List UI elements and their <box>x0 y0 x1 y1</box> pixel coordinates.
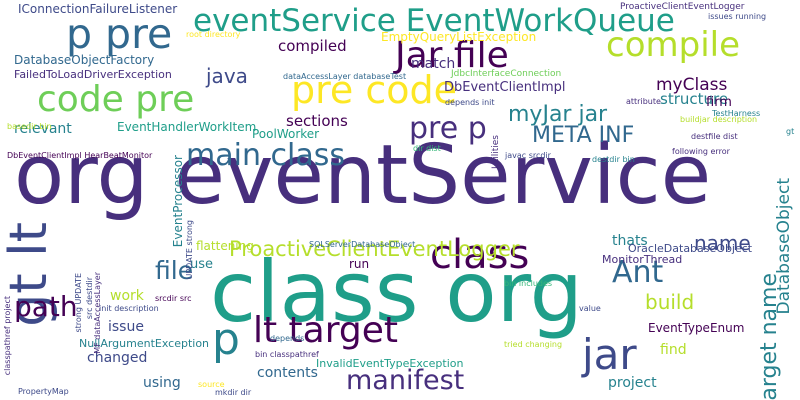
word: following error <box>672 147 730 156</box>
word: source <box>198 380 225 389</box>
word: use <box>190 257 214 272</box>
word: jar <box>582 330 637 379</box>
word: basedir bin <box>7 122 52 131</box>
word: Utilities <box>491 135 501 169</box>
word: SQLServerDatabaseObject <box>309 240 416 249</box>
word: p <box>212 314 240 365</box>
word: p pre <box>66 10 173 58</box>
word: sections <box>286 112 348 130</box>
word: changed <box>87 350 148 366</box>
word: firm <box>706 95 732 110</box>
word: attribute <box>626 97 661 106</box>
word: code pre <box>37 79 195 120</box>
word: IConnectionFailureListener <box>18 2 178 16</box>
word: buildjar description <box>680 115 758 124</box>
word: EventTypeEnum <box>648 321 745 335</box>
word: OracleDatabaseObject <box>628 242 753 255</box>
word: name <box>694 231 751 255</box>
word: META INF <box>532 123 635 148</box>
word: project <box>608 375 657 391</box>
word: value <box>579 304 601 313</box>
word: root directory <box>186 30 241 39</box>
word: DatabaseObject <box>774 178 794 315</box>
word: class org <box>210 243 583 341</box>
word: UPDATE strong <box>185 220 194 280</box>
word: DbEventClientImpl HearBeatMonitor <box>7 151 153 160</box>
word: EventProcessor <box>171 155 185 248</box>
word: structure <box>660 90 729 108</box>
word: bin includes <box>504 279 553 288</box>
word: strong UPDATE <box>74 273 83 333</box>
word: mkdir dir <box>215 388 252 397</box>
word: class <box>430 232 530 278</box>
word: using <box>143 375 181 391</box>
word: file <box>155 256 194 285</box>
word: JdbcInterfaceConnection <box>451 69 562 79</box>
word: tried changing <box>504 340 563 349</box>
word: PropertyMap <box>18 387 69 396</box>
word: path <box>14 290 78 323</box>
word: init description <box>99 304 159 313</box>
word: EmptyQueryListException <box>381 30 537 44</box>
word: DatabaseObjectFactory <box>14 53 155 67</box>
word: TestHarness <box>712 109 761 118</box>
word: depends <box>270 334 305 343</box>
word: pre code <box>291 68 458 112</box>
word: eventService EventWorkQueue <box>193 3 675 39</box>
word: NullArgumentException <box>79 337 210 350</box>
word: EventHandlerWorkItem <box>117 120 257 134</box>
word: java <box>206 64 248 88</box>
word: flattening <box>196 239 254 253</box>
word: dataAccessLayer databaseTest <box>283 72 407 81</box>
word: match <box>411 56 456 72</box>
word: compile <box>606 25 741 65</box>
word: build <box>645 290 695 314</box>
word: main class <box>186 138 345 173</box>
word: lt target <box>253 310 399 351</box>
word: DbEventClientImpl <box>444 80 566 95</box>
word: FailedToLoadDriverException <box>14 68 172 81</box>
word: compiled <box>278 37 347 55</box>
word: depends init <box>445 98 495 107</box>
word: dir dist <box>413 144 441 153</box>
word: contents <box>257 365 318 381</box>
word: InvalidEventTypeException <box>316 357 464 370</box>
word: ProactiveClientEventLogger <box>620 2 745 12</box>
word: javac srcdir <box>505 151 551 160</box>
word: MonitorThread <box>602 253 683 266</box>
word: srcdir src <box>155 294 192 303</box>
word: run <box>349 257 370 271</box>
word: manifest <box>346 365 465 396</box>
word: find <box>660 342 687 358</box>
word: classpathref project <box>3 296 12 376</box>
word: relevant <box>14 121 72 137</box>
word: thats <box>612 233 648 249</box>
word: org eventService <box>14 128 712 223</box>
word: ProactiveClientEventLogger <box>229 237 520 261</box>
word: PoolWorker <box>252 127 320 141</box>
word: work <box>110 288 144 304</box>
word: issue <box>108 319 144 335</box>
word: bin classpathref <box>255 350 319 359</box>
word: gt <box>786 127 795 136</box>
word: Jar file <box>395 35 509 76</box>
word: pre p <box>409 111 487 146</box>
word: issues running <box>708 12 767 21</box>
word: myJar jar <box>508 102 608 127</box>
word: myClass <box>656 75 728 95</box>
word: destdir bin <box>592 155 635 164</box>
word: destfile dist <box>691 132 738 141</box>
word: Ant <box>612 255 664 290</box>
